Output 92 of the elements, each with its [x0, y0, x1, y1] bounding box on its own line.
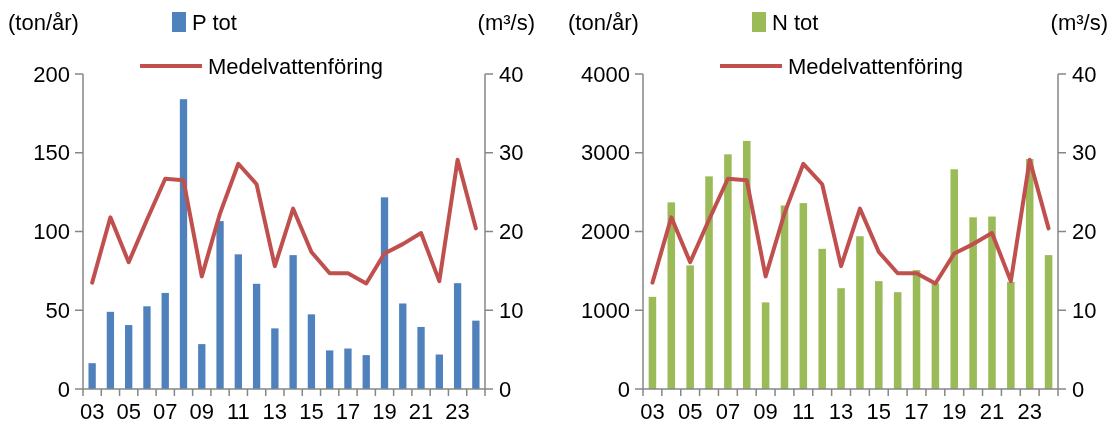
y2-tick-label: 40: [499, 61, 524, 87]
bar: [88, 363, 96, 389]
y-tick-label: 2000: [581, 219, 630, 245]
bar: [399, 303, 407, 389]
x-tick-label: 19: [942, 399, 967, 424]
bar: [417, 326, 425, 389]
x-tick-label: 17: [335, 399, 361, 424]
bar: [106, 311, 115, 389]
bar: [724, 154, 732, 389]
bar: [931, 283, 940, 389]
x-tick-label: 11: [791, 399, 815, 424]
y2-tick-label: 0: [1072, 376, 1085, 402]
x-tick-label: 23: [445, 399, 470, 424]
bar: [252, 283, 261, 389]
y-tick-label: 200: [33, 61, 70, 87]
bar: [893, 292, 902, 389]
bar: [344, 348, 352, 389]
x-tick-label: 19: [372, 399, 397, 424]
bar: [856, 236, 864, 389]
y2-axis-title: (m³/s): [477, 10, 535, 35]
bar: [1007, 281, 1015, 389]
bar: [686, 265, 694, 389]
y2-axis-title: (m³/s): [1050, 10, 1108, 35]
bar: [179, 99, 188, 389]
bar: [216, 221, 224, 389]
y2-tick-label: 20: [499, 219, 524, 245]
y-tick-label: 0: [57, 376, 70, 402]
y2-tick-label: 30: [499, 140, 524, 166]
bar: [472, 320, 480, 389]
x-tick-label: 15: [299, 399, 324, 424]
x-tick-label: 09: [753, 399, 778, 424]
x-tick-label: 03: [640, 399, 665, 424]
bar: [742, 140, 751, 389]
bar: [837, 288, 845, 389]
bar: [198, 344, 206, 389]
y-tick-label: 100: [33, 219, 70, 245]
bar: [648, 296, 657, 389]
x-tick-label: 05: [677, 399, 703, 424]
bar: [705, 176, 713, 389]
bar: [799, 203, 808, 389]
x-tick-label: 13: [828, 399, 854, 424]
line-series: [90, 157, 478, 286]
legend-label: Medelvattenföring: [788, 53, 963, 79]
y2-tick-label: 0: [499, 376, 512, 402]
line-series: [650, 157, 1051, 286]
y-tick-label: 1000: [581, 297, 630, 323]
bar: [380, 197, 389, 389]
y-tick-label: 150: [33, 140, 70, 166]
bar: [143, 306, 151, 389]
x-tick-label: 23: [1017, 399, 1042, 424]
legend-label: Medelvattenföring: [208, 53, 383, 79]
y-axis-title: (ton/år): [8, 10, 79, 35]
y2-tick-label: 30: [1072, 140, 1097, 166]
bar: [161, 292, 169, 389]
y-tick-label: 50: [45, 297, 70, 323]
x-tick-label: 07: [152, 399, 178, 424]
y2-tick-label: 40: [1072, 61, 1097, 87]
bar: [125, 325, 133, 389]
x-tick-label: 17: [904, 399, 929, 424]
x-tick-label: 11: [226, 399, 250, 424]
bar: [289, 255, 297, 389]
bar: [271, 328, 279, 389]
bar: [326, 350, 334, 389]
y2-tick-label: 20: [1072, 219, 1097, 245]
bar: [435, 354, 443, 389]
bar: [1044, 255, 1053, 389]
bar: [988, 216, 996, 389]
legend-label: P tot: [192, 9, 237, 35]
bar: [362, 355, 370, 389]
bar: [234, 254, 242, 389]
x-tick-label: 07: [715, 399, 741, 424]
bar: [969, 217, 977, 389]
bar: [307, 314, 316, 389]
bar: [818, 248, 826, 389]
x-tick-label: 05: [116, 399, 141, 424]
bar: [761, 302, 770, 389]
x-tick-label: 13: [262, 399, 288, 424]
bar: [453, 283, 462, 389]
x-tick-label: 21: [408, 399, 434, 424]
bar: [875, 281, 883, 389]
y-tick-label: 4000: [581, 61, 630, 87]
y2-tick-label: 10: [499, 297, 524, 323]
bar: [950, 169, 959, 389]
y2-tick-label: 10: [1072, 297, 1097, 323]
x-tick-label: 15: [866, 399, 892, 424]
legend-label: N tot: [772, 9, 819, 35]
y-tick-label: 0: [617, 376, 630, 402]
y-tick-label: 3000: [581, 140, 630, 166]
x-tick-label: 21: [979, 399, 1005, 424]
x-tick-label: 03: [79, 399, 105, 424]
x-tick-label: 09: [189, 399, 215, 424]
y-axis-title: (ton/år): [568, 10, 639, 35]
